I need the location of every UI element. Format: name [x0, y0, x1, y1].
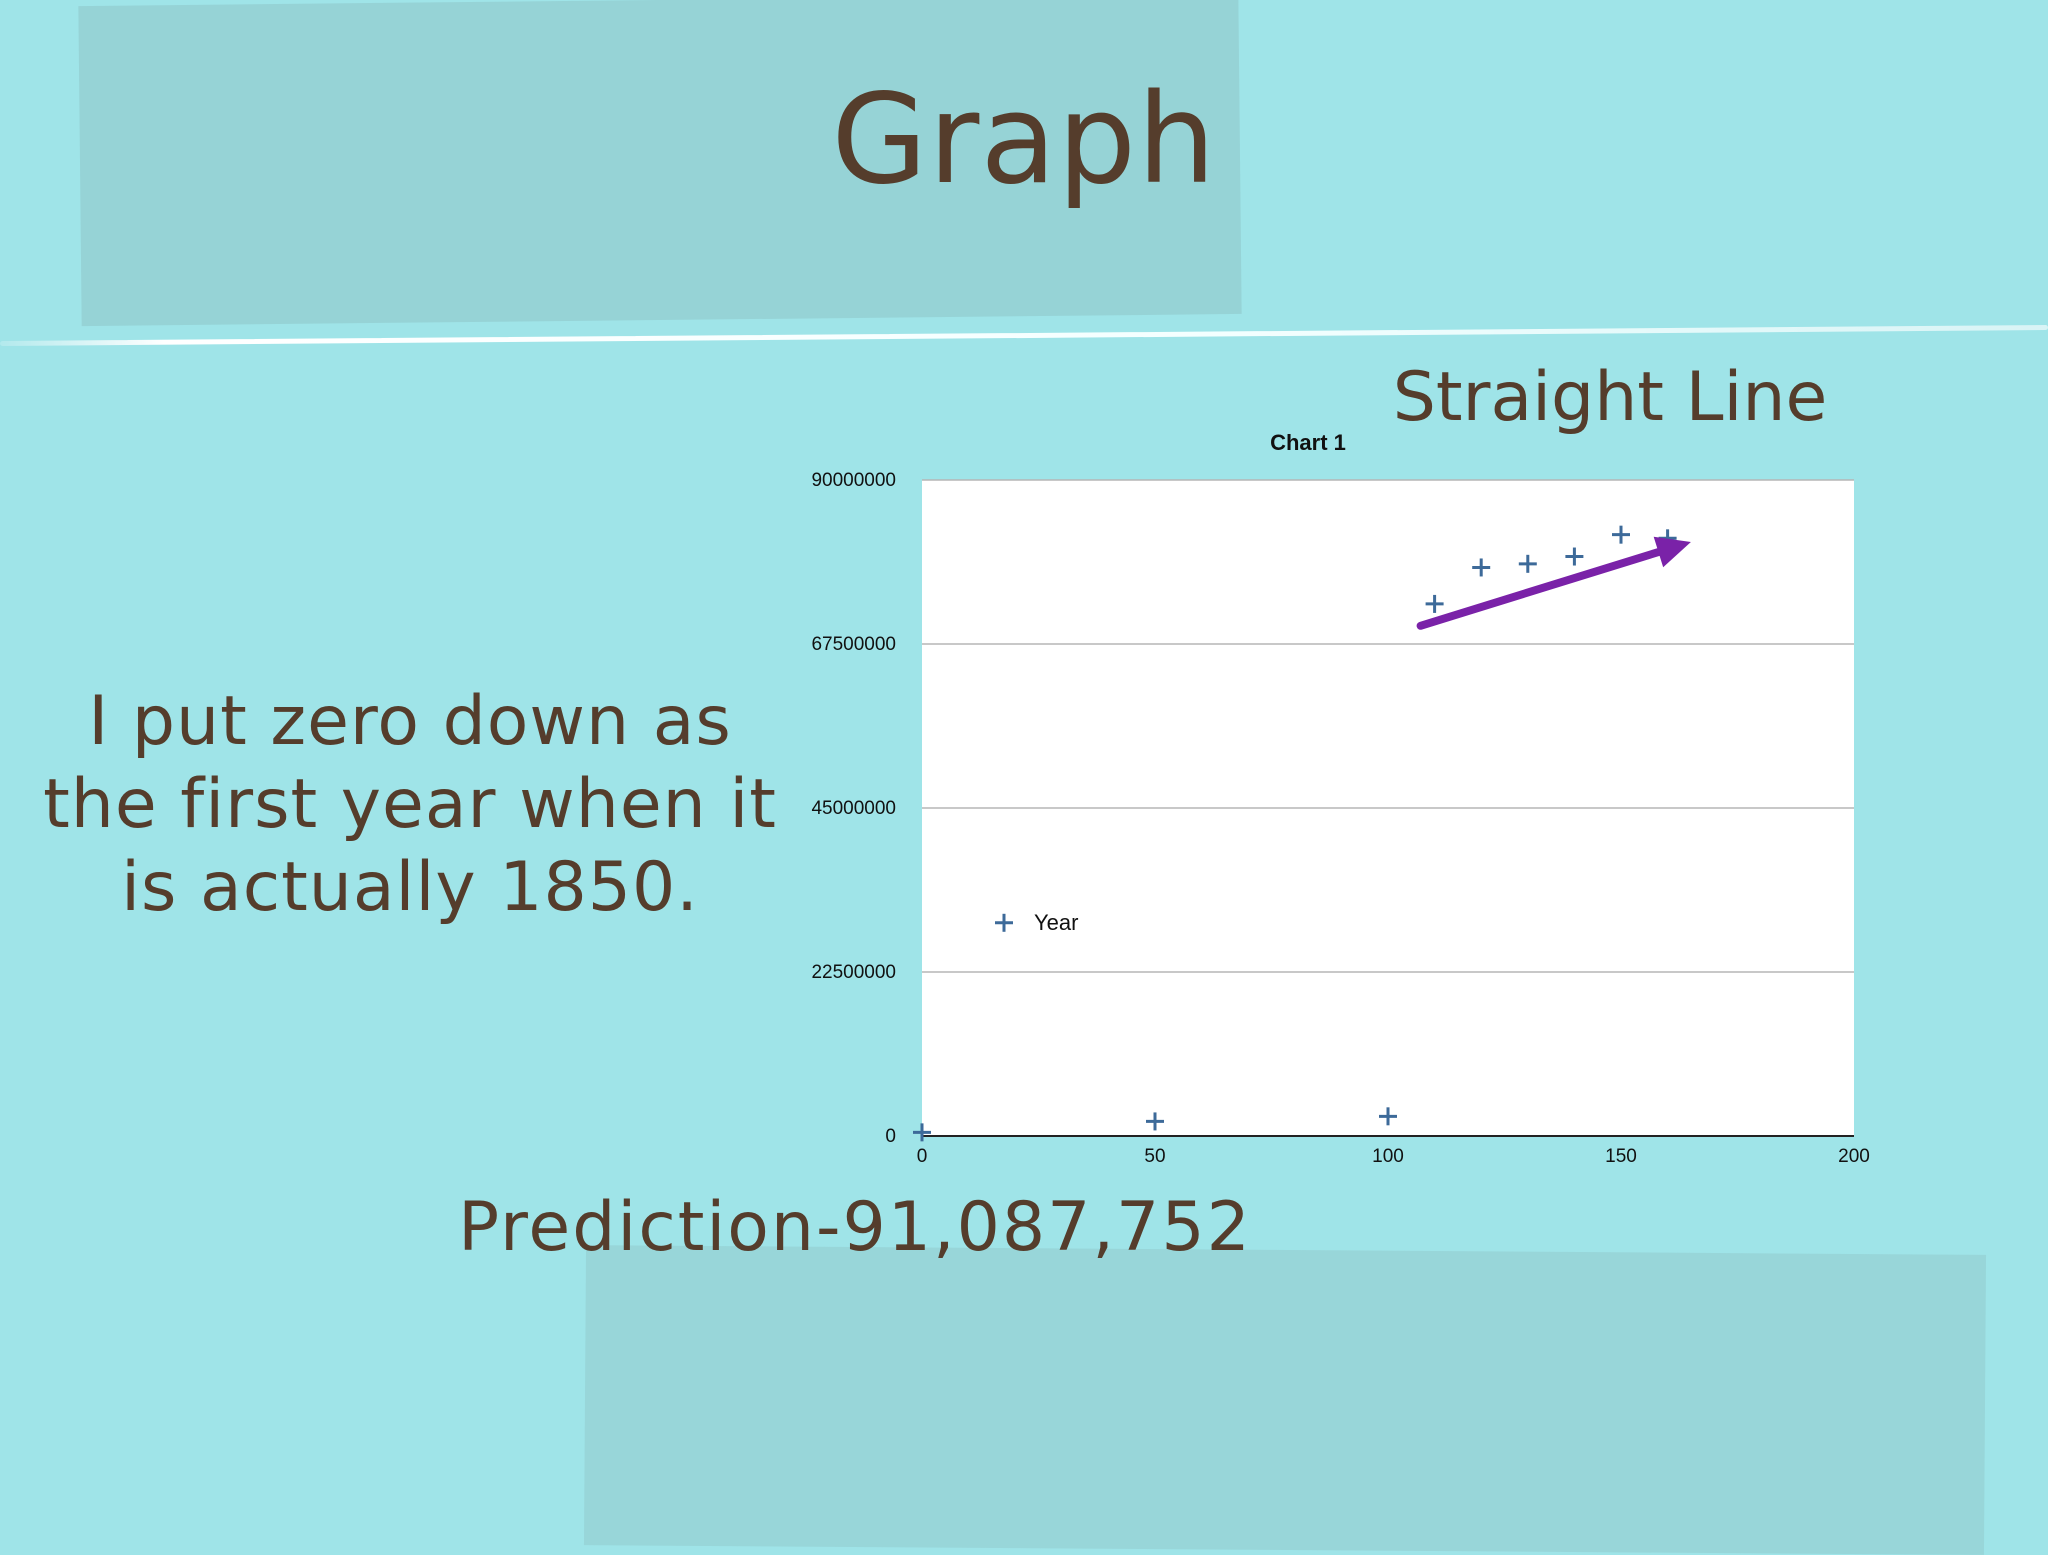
y-tick-label: 45000000 — [811, 798, 896, 819]
trend-arrow-head — [1653, 536, 1691, 568]
y-tick-label: 67500000 — [811, 634, 896, 655]
title-divider — [0, 324, 2048, 347]
x-tick-label: 150 — [1605, 1146, 1637, 1167]
data-point — [1379, 1107, 1397, 1126]
legend-marker — [995, 913, 1013, 932]
year-note: I put zero down as the first year when i… — [43, 682, 777, 927]
data-point — [1518, 554, 1537, 573]
background-tape-bottom — [583, 1245, 1987, 1555]
data-point — [1146, 1112, 1164, 1131]
trend-arrow-shaft — [1416, 548, 1663, 630]
chart-title: Chart 1 — [1270, 430, 1346, 455]
y-tick-label: 22500000 — [811, 962, 896, 983]
data-point — [1565, 547, 1584, 566]
y-tick-label: 0 — [885, 1126, 896, 1147]
legend-label: Year — [1034, 910, 1078, 935]
x-tick-label: 0 — [917, 1146, 928, 1167]
x-tick-label: 50 — [1144, 1146, 1165, 1167]
data-point — [913, 1123, 931, 1142]
y-tick-label: 90000000 — [811, 470, 896, 491]
data-point — [1612, 525, 1630, 544]
x-tick-label: 100 — [1372, 1146, 1404, 1167]
data-point — [1425, 594, 1444, 613]
data-point — [1472, 558, 1491, 577]
slide-subtitle: Straight Line — [1392, 358, 1828, 437]
scatter-chart: 0 22500000 45000000 67500000 90000000 0 50 100 1… — [811, 430, 1870, 1167]
slide-title: Graph — [831, 68, 1217, 212]
prediction-text: Prediction-91,087,752 — [458, 1188, 1252, 1267]
x-tick-label: 200 — [1838, 1146, 1870, 1167]
